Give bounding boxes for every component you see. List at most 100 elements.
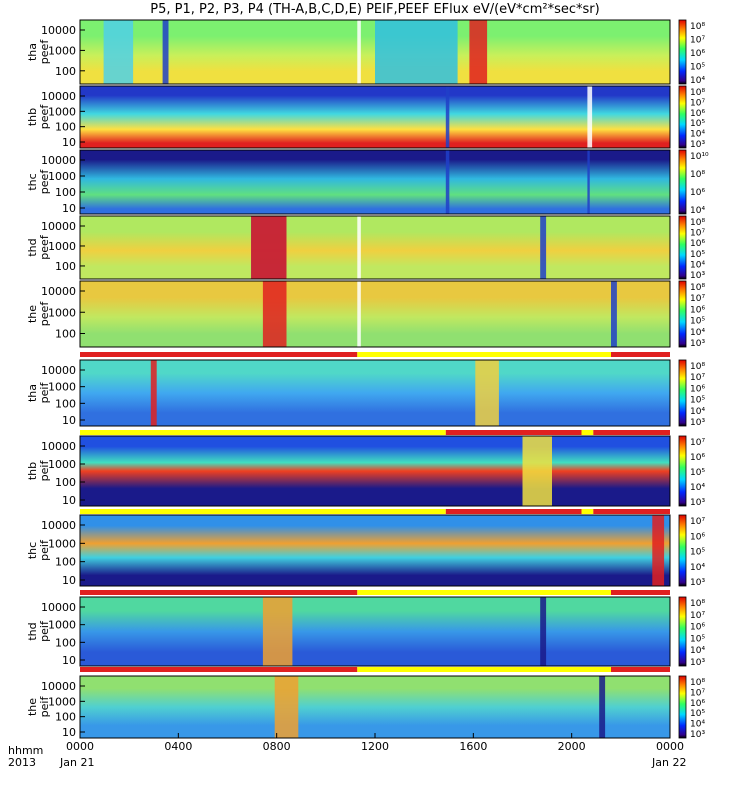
colorbar-tick-label: 10³ <box>690 418 705 428</box>
colorbar-tick-label: 10⁴ <box>690 206 705 216</box>
y-axis-label-product: peif <box>38 696 51 718</box>
y-tick-label: 100 <box>55 65 76 78</box>
colorbar-tick-label: 10⁶ <box>690 239 705 249</box>
y-tick-label: 10000 <box>41 519 76 532</box>
y-axis-label-probe: the <box>26 698 39 716</box>
colorbar-tick-label: 10⁴ <box>690 130 705 140</box>
mode-bar-segment <box>611 352 670 357</box>
y-tick-label: 10 <box>62 494 76 507</box>
mode-bar-segment <box>357 352 611 357</box>
y-tick-label: 10 <box>62 136 76 149</box>
spectrogram-feature <box>251 216 287 279</box>
colorbar-tick-label: 10⁶ <box>690 305 705 315</box>
colorbar-tick-label: 10⁷ <box>690 373 705 383</box>
y-tick-label: 10 <box>62 574 76 587</box>
y-tick-label: 1000 <box>48 170 76 183</box>
spectrogram-feature <box>103 20 134 84</box>
spectrogram-background <box>80 281 670 347</box>
colorbar-tick-label: 10³ <box>690 339 705 349</box>
y-tick-label: 10 <box>62 726 76 739</box>
colorbar-tick-label: 10⁷ <box>690 294 705 304</box>
x-row2-label: 2013 <box>8 756 36 769</box>
colorbar <box>678 85 687 149</box>
spectrogram-feature <box>262 597 293 666</box>
y-tick-label: 10 <box>62 654 76 667</box>
colorbar-tick-label: 10³ <box>690 271 705 281</box>
panel-frame <box>79 435 671 507</box>
panel-frame <box>79 85 671 149</box>
colorbar-tick-label: 10⁷ <box>690 688 705 698</box>
spectrogram-background <box>80 515 670 586</box>
colorbar-tick-label: 10¹⁰ <box>690 152 709 162</box>
colorbar-tick-label: 10⁴ <box>690 328 705 338</box>
spectrogram-feature <box>587 86 593 148</box>
mode-bar-segment <box>80 590 358 595</box>
spectrogram-feature <box>475 360 499 426</box>
colorbar-tick-label: 10⁶ <box>690 623 705 633</box>
y-tick-label: 1000 <box>48 695 76 708</box>
panel-frame <box>79 359 671 427</box>
panel-thc-peif: 10000 1000 100 10 thc peif 10⁷ 10⁶ 10⁵ 10⁴ 10³ <box>26 514 705 588</box>
y-axis-label-probe: tha <box>26 384 39 402</box>
y-tick-label: 1000 <box>48 381 76 394</box>
y-tick-label: 1000 <box>48 458 76 471</box>
colorbar-tick-label: 10⁴ <box>690 720 705 730</box>
colorbar <box>678 514 687 587</box>
colorbar-tick-label: 10⁵ <box>690 250 705 260</box>
spectrogram-feature <box>357 281 361 347</box>
x-tick-label: 1600 <box>459 740 487 753</box>
y-tick-label: 10000 <box>41 285 76 298</box>
spectrogram-background <box>80 597 670 666</box>
colorbar-tick-label: 10⁷ <box>690 517 705 527</box>
y-tick-label: 100 <box>55 397 76 410</box>
colorbar-tick-label: 10⁵ <box>690 548 705 558</box>
y-tick-label: 1000 <box>48 306 76 319</box>
spectrogram-background <box>80 436 670 506</box>
colorbar-tick-label: 10⁴ <box>690 407 705 417</box>
colorbar-tick-label: 10⁶ <box>690 699 705 709</box>
colorbar-tick-label: 10⁵ <box>690 709 705 719</box>
y-axis-label-product: peif <box>38 620 51 642</box>
panel-thc-peef: 10000 1000 100 10 thc peef 10¹⁰ 10⁸ 10⁶ 10⁴ <box>26 149 709 216</box>
x-row1-label: hhmm <box>8 744 44 757</box>
spectrogram-feature <box>445 150 450 214</box>
y-axis-label-probe: thc <box>26 542 39 559</box>
y-axis-label-probe: thd <box>26 238 39 256</box>
y-tick-label: 1000 <box>48 44 76 57</box>
mode-bar-segment <box>357 667 611 672</box>
y-axis-label-product: peif <box>38 382 51 404</box>
panel-frame <box>79 149 671 215</box>
colorbar-tick-label: 10⁶ <box>690 109 705 119</box>
y-axis-label-probe: thd <box>26 622 39 640</box>
y-axis-label-probe: tha <box>26 43 39 61</box>
colorbar-tick-label: 10⁵ <box>690 396 705 406</box>
colorbar <box>678 215 687 280</box>
colorbar-tick-label: 10⁸ <box>690 599 705 609</box>
spectrogram-feature <box>540 216 547 279</box>
chart-title: P5, P1, P2, P3, P4 (TH-A,B,C,D,E) PEIF,P… <box>150 2 600 17</box>
spectrogram-feature <box>540 597 547 666</box>
colorbar <box>678 596 687 667</box>
spectrogram-feature <box>357 20 361 84</box>
colorbar-tick-label: 10³ <box>690 140 705 150</box>
colorbar-tick-label: 10⁸ <box>690 22 705 32</box>
y-tick-label: 1000 <box>48 105 76 118</box>
mode-bar-segment <box>581 509 594 514</box>
y-tick-label: 100 <box>55 121 76 134</box>
y-axis-label-probe: thc <box>26 173 39 190</box>
mode-bar-segment <box>611 667 670 672</box>
spectrogram-feature <box>150 360 157 426</box>
panel-tha-peef: 10000 1000 100 tha peef 10⁸ 10⁷ 10⁶ 10⁵ 10⁴ <box>26 19 705 86</box>
colorbar <box>678 675 687 739</box>
mode-bar-segment <box>593 430 670 435</box>
colorbar-tick-label: 10⁸ <box>690 170 705 180</box>
y-tick-label: 100 <box>55 556 76 569</box>
spectrogram-feature <box>522 436 552 506</box>
spectrogram-feature <box>357 216 361 279</box>
